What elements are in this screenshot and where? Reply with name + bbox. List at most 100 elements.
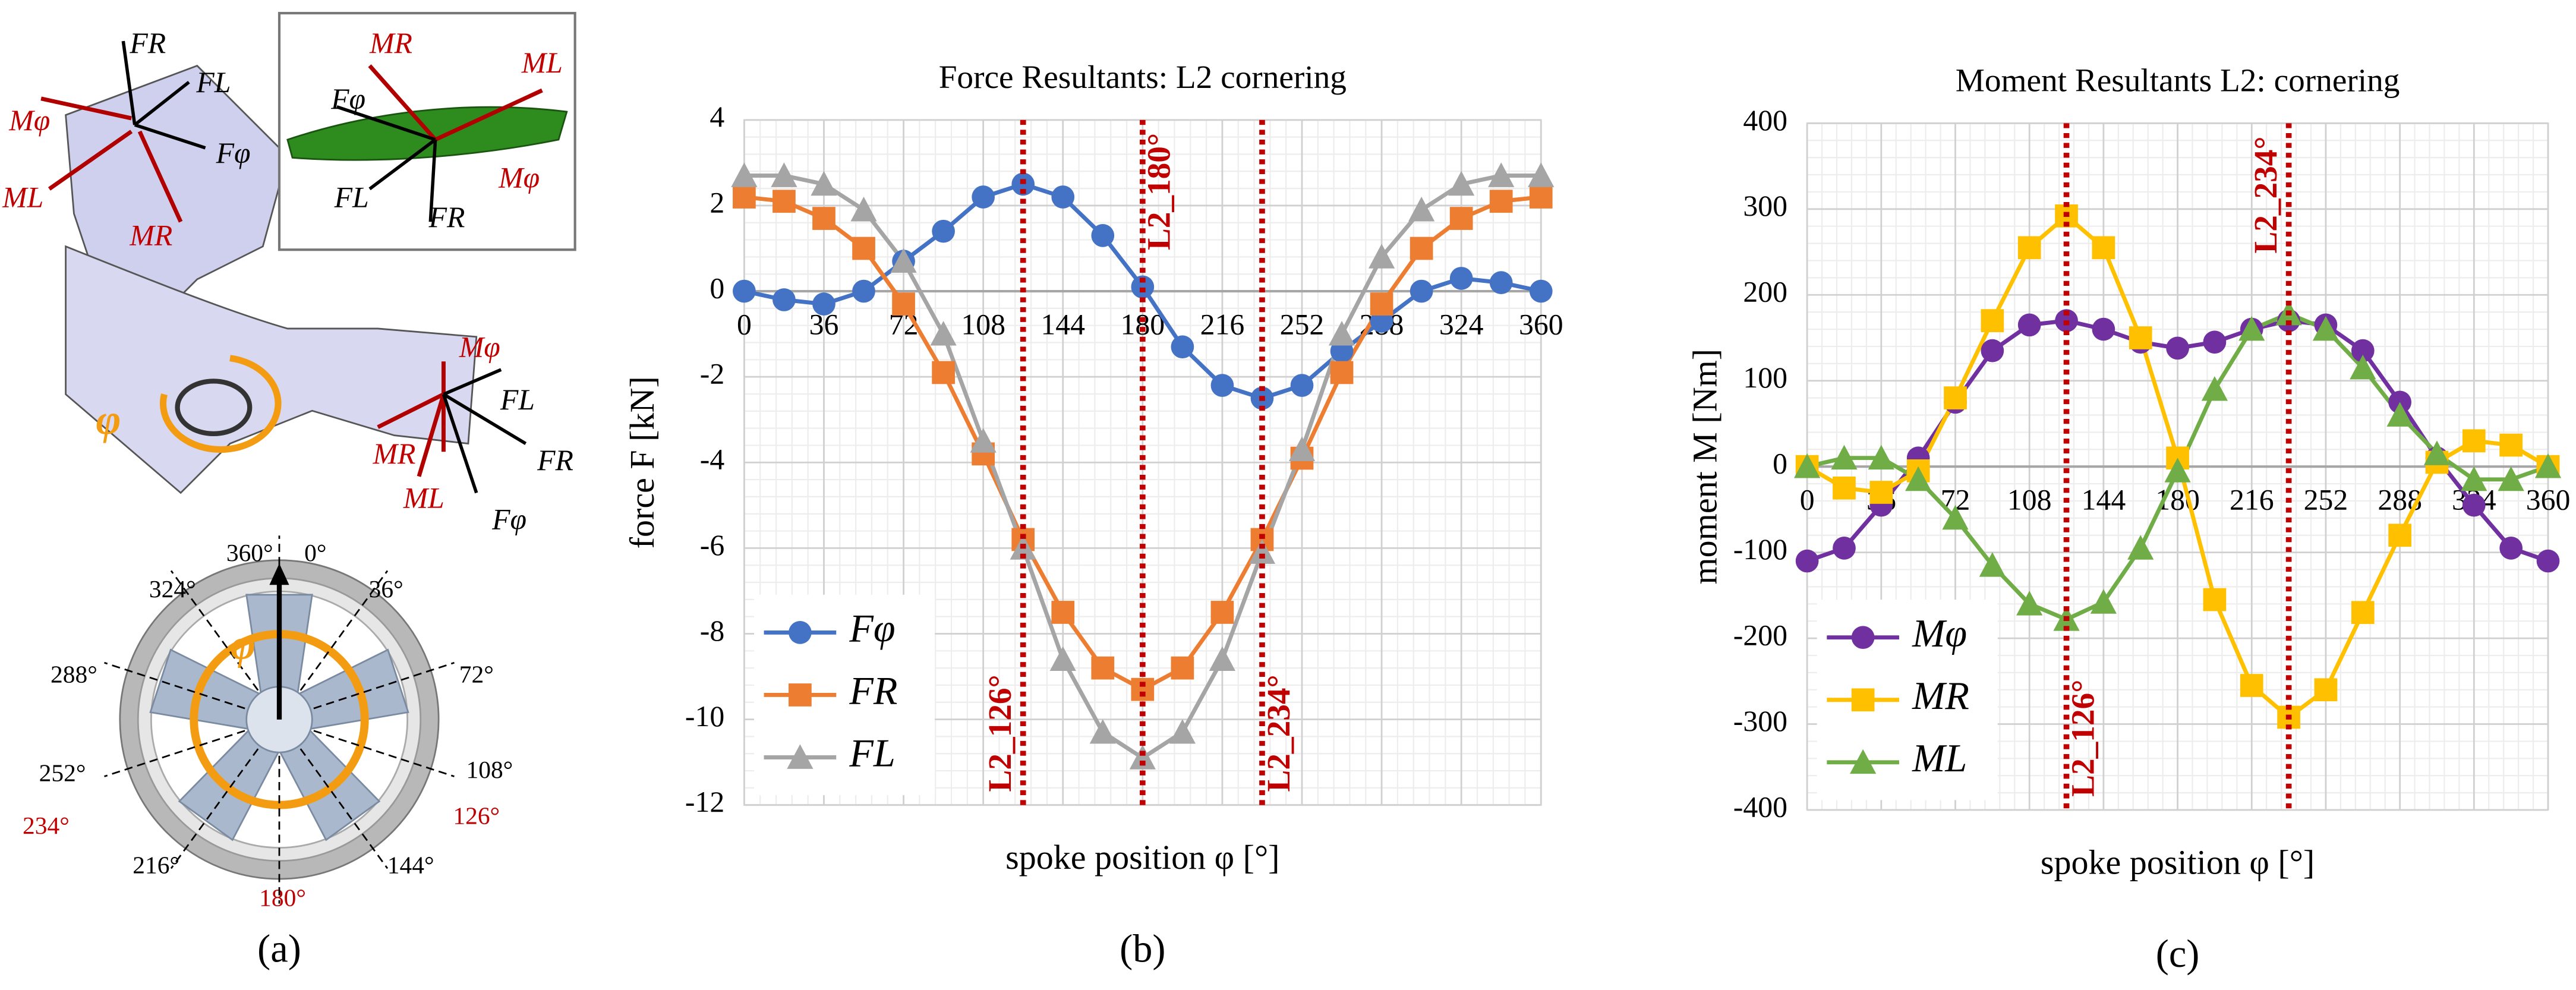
- data-point: [2166, 336, 2189, 360]
- data-point: [2201, 376, 2228, 401]
- x-tick-label: 360: [1519, 308, 1563, 340]
- angle-label: 234°: [23, 812, 70, 839]
- data-point: [2203, 588, 2227, 611]
- data-point: [1942, 505, 1969, 530]
- y-tick-label: -4: [700, 443, 725, 476]
- data-point: [1209, 646, 1236, 671]
- x-tick-label: 108: [961, 308, 1005, 340]
- panel-label: (b): [1120, 928, 1165, 971]
- data-point: [1049, 646, 1076, 671]
- data-point: [1449, 267, 1473, 290]
- data-point: [2240, 674, 2263, 697]
- data-point: [1171, 335, 1194, 359]
- data-point: [1210, 601, 1234, 624]
- y-tick-label: -10: [685, 700, 724, 733]
- data-point: [1408, 197, 1435, 222]
- arrow: [134, 123, 206, 150]
- data-point: [1851, 688, 1875, 712]
- data-point: [1449, 207, 1473, 230]
- data-point: [1171, 656, 1194, 680]
- data-point: [1448, 171, 1475, 196]
- panel-label: (c): [2156, 932, 2200, 976]
- reference-label: L2_126°: [982, 674, 1018, 792]
- arrow: [48, 130, 133, 191]
- force-label: Fφ: [216, 137, 251, 169]
- data-point: [1795, 549, 1819, 573]
- x-tick-label: 180: [1121, 308, 1165, 340]
- data-point: [2312, 316, 2339, 341]
- y-tick-label: 400: [1743, 104, 1787, 137]
- data-point: [1981, 309, 2004, 332]
- force-label: Mφ: [459, 330, 500, 363]
- force-label: FR: [537, 444, 573, 477]
- arrow: [137, 130, 183, 223]
- data-point: [2017, 313, 2041, 337]
- data-point: [771, 162, 797, 187]
- angle-label: 324°: [149, 575, 196, 603]
- hub-ring: [175, 379, 253, 437]
- force-label: MR: [129, 219, 172, 251]
- data-point: [1131, 677, 1155, 701]
- radial-guide: [104, 661, 245, 710]
- data-point: [1129, 745, 1156, 770]
- data-point: [932, 361, 955, 384]
- data-point: [1529, 185, 1553, 209]
- data-point: [731, 162, 758, 187]
- radial-guide: [170, 748, 259, 869]
- y-tick-label: -200: [1733, 619, 1787, 652]
- x-tick-label: 108: [2007, 483, 2052, 516]
- data-point: [2462, 493, 2486, 517]
- arrow: [368, 64, 437, 141]
- data-point: [2386, 402, 2413, 427]
- arrow: [133, 81, 190, 127]
- data-point: [2092, 236, 2115, 260]
- data-point: [1328, 320, 1355, 346]
- angle-label: 252°: [39, 759, 86, 786]
- force-label: Fφ: [330, 83, 365, 115]
- data-point: [787, 744, 814, 769]
- y-axis-label: moment M [Nm]: [1686, 349, 1724, 585]
- data-point: [1288, 436, 1316, 461]
- angle-label: 72°: [459, 661, 494, 688]
- data-point: [850, 197, 877, 222]
- y-tick-label: -2: [700, 358, 724, 390]
- hub-part: [65, 64, 289, 330]
- radial-guide: [299, 748, 389, 869]
- x-tick-label: 0: [1800, 483, 1815, 516]
- arrow: [368, 138, 437, 191]
- black-arrows: [121, 40, 527, 494]
- data-point: [1529, 279, 1553, 303]
- force-label: ML: [403, 482, 444, 515]
- y-tick-label: -6: [700, 529, 724, 562]
- arrow: [443, 393, 527, 445]
- data-point: [2388, 524, 2411, 547]
- x-axis-label: spoke position φ [°]: [2041, 843, 2315, 881]
- reference-label: L2_126°: [2064, 680, 2101, 797]
- data-point: [1091, 224, 1115, 247]
- data-point: [789, 683, 812, 707]
- radial-guide: [313, 730, 455, 777]
- x-tick-label: 216: [2230, 483, 2274, 516]
- data-point: [2092, 317, 2115, 341]
- arrow: [40, 96, 132, 121]
- rotation-arrow: [160, 355, 282, 453]
- y-tick-label: 4: [710, 100, 724, 133]
- data-point: [892, 292, 915, 316]
- force-label: MR: [369, 27, 412, 59]
- data-point: [2499, 433, 2523, 457]
- chart-title: Moment Resultants L2: cornering: [1956, 62, 2400, 99]
- x-tick-label: 360: [2526, 483, 2571, 516]
- data-point: [1330, 361, 1354, 384]
- data-point: [2351, 339, 2375, 362]
- angle-label: 0°: [304, 539, 326, 566]
- radial-guide: [313, 661, 455, 710]
- data-point: [1489, 190, 1513, 213]
- data-point: [773, 190, 796, 213]
- data-point: [1131, 275, 1155, 299]
- force-label: Mφ: [8, 104, 50, 137]
- data-point: [2238, 316, 2265, 341]
- arrow: [121, 40, 137, 125]
- force-arrows: [40, 64, 543, 477]
- data-point: [2203, 330, 2227, 354]
